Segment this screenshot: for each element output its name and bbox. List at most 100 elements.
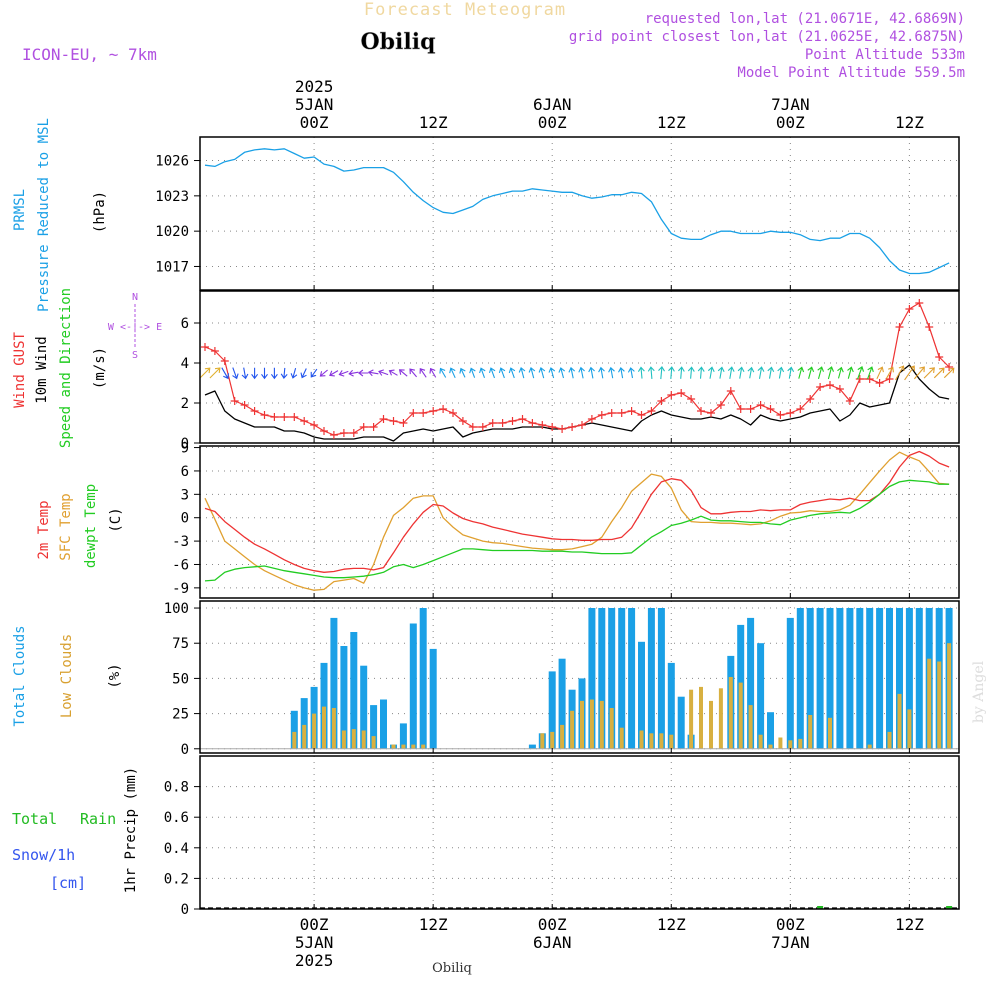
low-cloud-bar — [589, 699, 594, 749]
temp-2m-label: 2m Temp — [36, 500, 52, 559]
total-cloud-bar — [528, 744, 536, 749]
low-cloud-bar — [718, 688, 723, 749]
gust-marker — [548, 423, 557, 431]
gridpoint-coords: grid point closest lon,lat (21.0625E, 42… — [569, 29, 965, 45]
gust-marker — [339, 429, 348, 437]
pressure-line — [204, 148, 950, 275]
wind-direction-arrow — [548, 367, 556, 379]
gust-marker — [915, 299, 924, 307]
gust-marker — [786, 409, 795, 417]
gust-marker — [826, 381, 834, 389]
wind-direction-arrow — [737, 366, 745, 379]
y-tick-label: 6 — [181, 316, 189, 332]
low-cloud-bar — [808, 715, 813, 749]
low-cloud-bar — [540, 733, 545, 749]
wind-direction-arrow — [449, 367, 456, 379]
gust-marker — [697, 407, 705, 415]
total-rain-label: Total — [12, 810, 57, 828]
rain-bar — [946, 906, 953, 909]
gust-marker — [260, 411, 269, 419]
wind-direction-arrow — [319, 369, 328, 377]
low-cloud-bar — [699, 686, 703, 749]
low-cloud-bar — [351, 729, 356, 749]
wind-direction-arrow — [398, 369, 408, 377]
gust-marker — [845, 397, 854, 405]
wind-direction-arrow — [357, 369, 369, 377]
axis-ticks: 10171020102310260246-9-6-303690255075100… — [155, 154, 910, 918]
gust-marker — [230, 397, 239, 405]
total-cloud-bar — [836, 608, 844, 749]
wind-direction-arrow — [876, 366, 884, 380]
clouds-panel — [200, 608, 959, 750]
wind-direction-arrow — [538, 367, 546, 379]
low-cloud-bar — [887, 731, 892, 749]
model-label: ICON-EU, ~ 7km — [22, 45, 157, 64]
time-label-bottom: 7JAN — [771, 933, 810, 952]
low-cloud-bar — [828, 717, 832, 749]
precip-panel — [200, 906, 959, 909]
wind-dir-label: Speed and Direction — [58, 288, 74, 448]
low-cloud-bar — [401, 744, 406, 749]
wind-direction-arrow — [290, 367, 298, 379]
gust-marker — [816, 383, 825, 391]
wind-direction-arrow — [528, 367, 536, 379]
gust-marker — [568, 423, 577, 431]
low-cloud-bar — [689, 689, 694, 749]
gust-marker — [875, 379, 884, 387]
y-tick-label: 25 — [172, 707, 189, 723]
low-cloud-bar — [709, 700, 713, 749]
time-label-top: 00Z — [300, 113, 329, 132]
compass-north: N — [132, 292, 138, 303]
low-cloud-bar — [788, 740, 793, 749]
gust-marker — [776, 411, 785, 419]
wind-direction-arrow — [627, 367, 635, 379]
wind-direction-arrow — [717, 366, 725, 379]
time-label-top: 00Z — [776, 113, 805, 132]
total-cloud-bar — [340, 646, 348, 749]
panel-frames — [199, 136, 960, 910]
wind-direction-arrow — [847, 366, 854, 379]
low-cloud-bar — [411, 744, 416, 749]
y-tick-label: 6 — [181, 464, 189, 480]
gust-marker — [498, 419, 507, 427]
wind-direction-arrow — [867, 366, 874, 380]
total-cloud-bar — [419, 608, 427, 749]
y-tick-label: -3 — [172, 534, 189, 550]
wind-direction-arrow — [310, 368, 318, 378]
gust-marker — [578, 421, 586, 429]
gust-marker — [320, 427, 328, 435]
gust-marker — [716, 401, 725, 409]
wind-direction-arrow — [797, 366, 805, 379]
wind-direction-arrow — [388, 369, 398, 376]
y-tick-label: -6 — [172, 557, 189, 573]
wind-direction-arrow — [270, 367, 278, 380]
total-cloud-bar — [290, 710, 298, 749]
time-label-bottom: 00Z — [538, 915, 567, 934]
y-tick-label: 1020 — [155, 224, 189, 240]
low-cloud-bar — [897, 693, 902, 749]
wind-direction-arrow — [747, 366, 755, 379]
gust-marker — [835, 385, 844, 393]
wind-direction-arrow — [348, 369, 359, 377]
wind-direction-arrow — [904, 365, 915, 381]
total-cloud-bar — [548, 671, 556, 749]
total-cloud-bar — [767, 712, 774, 749]
wind-direction-arrow — [857, 366, 865, 380]
wind-direction-arrow — [232, 367, 239, 380]
y-tick-label: 1023 — [155, 189, 189, 205]
time-label-top: 12Z — [657, 113, 686, 132]
wind-direction-arrow — [658, 365, 665, 380]
total-cloud-bar — [588, 608, 596, 749]
total-cloud-bar — [330, 617, 338, 749]
total-cloud-bar — [657, 608, 665, 749]
low-cloud-bar — [361, 730, 366, 749]
low-cloud-bar — [580, 700, 584, 749]
panel-frame — [199, 290, 960, 444]
total-cloud-bar — [380, 699, 387, 749]
total-cloud-bar — [370, 705, 378, 749]
wind-direction-arrow — [598, 366, 605, 379]
gust-marker — [379, 415, 388, 423]
total-cloud-bar — [896, 608, 903, 749]
gust-marker — [429, 407, 438, 415]
